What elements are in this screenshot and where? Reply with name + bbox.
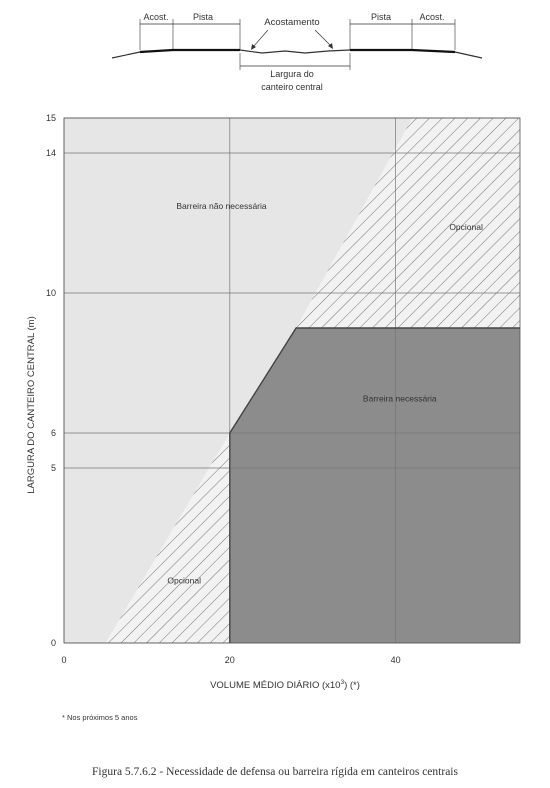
region-0: [64, 118, 413, 643]
chart: Barreira não necessária Opcional Barreira …: [26, 113, 521, 691]
region-labels: Barreira não necessária Opcional Barreira …: [167, 201, 483, 586]
region-label-3: Opcional: [167, 576, 201, 586]
y-tick-label: 5: [51, 463, 56, 473]
y-tick-label: 0: [51, 638, 56, 648]
footnote: * Nos próximos 5 anos: [62, 713, 138, 722]
region-2: [296, 118, 520, 328]
y-tick-label: 15: [46, 113, 56, 123]
chart-regions: [64, 118, 521, 643]
region-1: [105, 433, 230, 643]
x-axis-ticks: 0 20 40: [61, 655, 400, 665]
x-axis-label: VOLUME MÉDIO DIÁRIO (x103) (*): [210, 679, 360, 691]
pavement-left: [139, 48, 240, 54]
arrowhead-right: [328, 43, 333, 49]
chart-grid: [63, 117, 521, 644]
label-pista-left: Pista: [193, 12, 213, 22]
label-acostamento: Acostamento: [264, 17, 319, 28]
region-label-0: Barreira não necessária: [176, 201, 267, 211]
y-tick-label: 14: [46, 148, 56, 158]
arrow-right: [314, 29, 332, 47]
y-tick-label: 10: [46, 288, 56, 298]
label-acost-right: Acost.: [419, 12, 444, 22]
pavement-right: [350, 48, 456, 54]
label-largura-1: Largura do: [270, 69, 314, 79]
label-largura-2: canteiro central: [261, 82, 323, 92]
needed-boundary: [229, 327, 520, 643]
arrow-left: [252, 29, 269, 48]
x-tick-label: 20: [225, 655, 235, 665]
y-axis-ticks: 0 5 6 10 14 15: [46, 113, 56, 648]
region-label-2: Barreira necessária: [363, 394, 437, 404]
road-cross-section: Acost. Pista Acostamento Pista Acost. La…: [111, 12, 483, 92]
label-pista-right: Pista: [371, 12, 391, 22]
x-tick-label: 40: [391, 655, 401, 665]
region-label-1: Opcional: [449, 222, 483, 232]
y-axis-label: LARGURA DO CANTEIRO CENTRAL (m): [26, 316, 37, 494]
region-3: [229, 328, 521, 643]
plot-frame: [63, 117, 521, 644]
label-acost-left: Acost.: [143, 12, 168, 22]
y-tick-label: 6: [51, 428, 56, 438]
x-tick-label: 0: [61, 655, 66, 665]
figure-caption: Figura 5.7.6.2 - Necessidade de defensa …: [92, 766, 458, 778]
arrowhead-left: [251, 44, 256, 50]
